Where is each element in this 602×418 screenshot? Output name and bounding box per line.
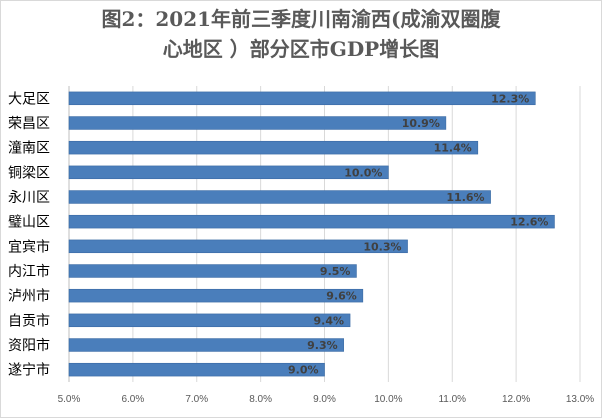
axis-layer: 5.0% 6.0% 7.0% 8.0% 9.0% 10.0% 11.0% 12.0% 13.0% [58, 86, 594, 405]
data-label: 9.0% [288, 364, 319, 377]
data-label: 10.9% [402, 117, 440, 130]
x-tick-label: 5.0% [58, 394, 81, 405]
category-label: 内江市 [8, 263, 50, 280]
data-label: 9.3% [307, 339, 338, 352]
bar-layer [68, 91, 555, 377]
data-label: 12.3% [491, 92, 529, 105]
category-label: 自贡市 [8, 312, 50, 329]
bar [68, 264, 357, 278]
data-label: 9.4% [314, 314, 345, 327]
category-label: 大足区 [8, 91, 50, 107]
grid-layer [68, 86, 581, 382]
category-label: 泸州市 [8, 288, 50, 305]
x-tick-label: 9.0% [313, 394, 336, 405]
bar [68, 190, 491, 204]
data-label: 11.4% [434, 142, 472, 155]
category-label: 潼南区 [8, 140, 50, 157]
x-tick-label: 6.0% [121, 394, 144, 405]
category-label: 璧山区 [8, 214, 50, 231]
bar [68, 288, 364, 303]
category-label: 荣昌区 [8, 116, 50, 132]
category-label: 遂宁市 [8, 362, 50, 379]
chart-title-line-1: 图2：2021年前三季度川南渝西(成渝双圈腹 [101, 7, 501, 31]
data-label: 10.3% [363, 240, 401, 253]
category-label: 宜宾市 [8, 238, 50, 255]
bar [68, 313, 351, 328]
data-label: 10.0% [344, 166, 382, 179]
bar [68, 91, 536, 106]
data-label: 12.6% [510, 216, 548, 229]
chart-title-line-2: 心地区 ）部分区市GDP增长图 [162, 37, 440, 61]
category-label: 永川区 [8, 190, 50, 206]
bar [68, 362, 325, 377]
bar [68, 140, 479, 155]
chart-title: 图2：2021年前三季度川南渝西(成渝双圈腹 心地区 ）部分区市GDP增长图 [0, 4, 602, 64]
bar [68, 338, 344, 352]
x-tick-label: 10.0% [374, 394, 402, 405]
bar [68, 214, 555, 229]
x-tick-label: 8.0% [249, 394, 272, 405]
bar [68, 239, 408, 254]
category-label: 铜梁区 [8, 165, 50, 181]
x-tick-label: 12.0% [502, 394, 530, 405]
data-label: 11.6% [446, 191, 484, 204]
x-tick-label: 7.0% [185, 394, 208, 405]
data-label: 9.5% [320, 265, 351, 278]
x-tick-label: 11.0% [438, 394, 466, 405]
data-label: 9.6% [326, 290, 357, 303]
label-layer: 大足区 12.3% 荣昌区 10.9% 潼南区 11.4% 铜梁区 10.0% 永川区 11.6%… [8, 91, 548, 378]
category-label: 资阳市 [8, 337, 50, 354]
bar [68, 165, 389, 180]
x-tick-label: 13.0% [566, 394, 594, 405]
bar [68, 116, 447, 130]
